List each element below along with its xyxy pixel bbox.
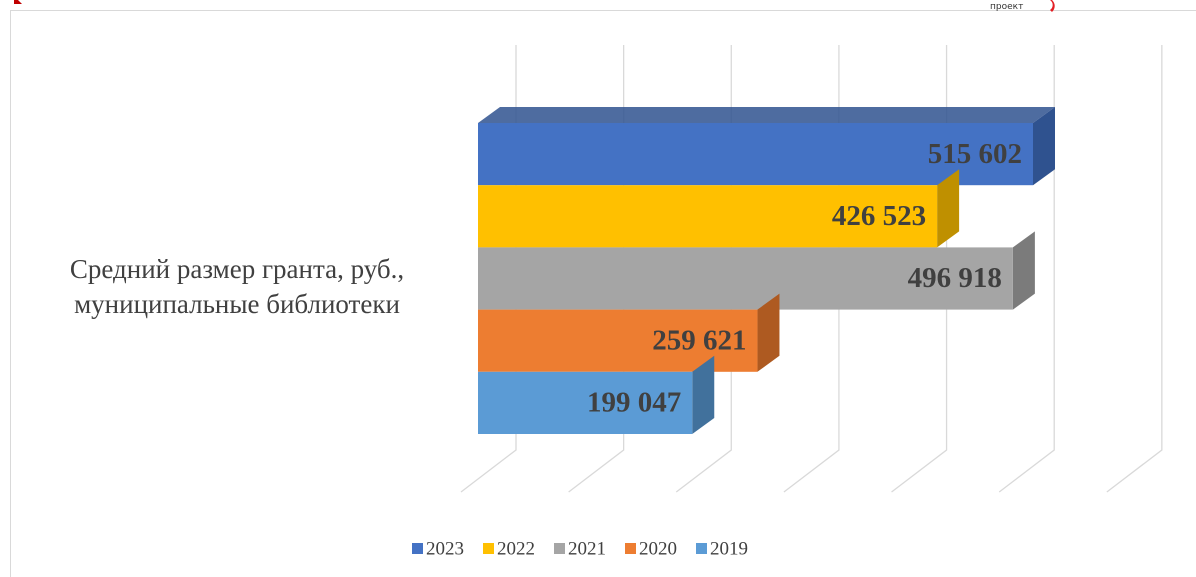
legend-label: 2023 — [426, 538, 464, 559]
bar-side — [692, 355, 715, 434]
bar-front — [478, 247, 1013, 310]
bar-side — [937, 169, 960, 248]
bar-side — [1012, 231, 1035, 310]
legend-swatch — [412, 543, 423, 554]
data-label: 426 523 — [832, 200, 926, 232]
legend-swatch — [625, 543, 636, 554]
legend-swatch — [483, 543, 494, 554]
bar-front — [478, 371, 693, 434]
data-label: 496 918 — [908, 262, 1002, 294]
legend-swatch — [554, 543, 565, 554]
legend-label: 2022 — [497, 538, 535, 559]
bar-side — [757, 293, 780, 372]
legend-label: 2021 — [568, 538, 606, 559]
logo-icon — [1050, 0, 1055, 12]
data-label: 199 047 — [587, 387, 681, 419]
bar — [478, 107, 1055, 186]
bar-front — [478, 123, 1033, 186]
chart-frame — [10, 10, 1196, 577]
legend-label: 2020 — [639, 538, 677, 559]
bar — [478, 169, 960, 248]
logo-icon — [14, 0, 22, 4]
grid-line — [1106, 45, 1163, 493]
legend-swatch — [696, 543, 707, 554]
bar-front — [478, 185, 938, 248]
legend-label: 2019 — [710, 538, 748, 559]
category-label: Средний размер гранта, руб., муниципальн… — [69, 254, 405, 319]
bar — [478, 231, 1035, 310]
data-label: 259 621 — [652, 324, 746, 356]
data-label: 515 602 — [928, 138, 1022, 170]
grid-line — [998, 45, 1055, 493]
header-text: проект — [990, 2, 1023, 12]
bar — [478, 355, 715, 434]
bar-top — [478, 107, 1055, 123]
bar-side — [1033, 107, 1055, 186]
